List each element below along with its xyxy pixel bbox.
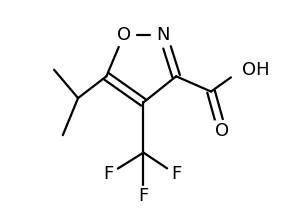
Text: F: F	[138, 187, 148, 205]
Text: F: F	[103, 165, 114, 183]
Text: O: O	[215, 122, 229, 140]
Text: O: O	[117, 26, 131, 44]
Text: N: N	[156, 26, 170, 44]
Text: OH: OH	[242, 61, 269, 79]
Text: F: F	[171, 165, 181, 183]
